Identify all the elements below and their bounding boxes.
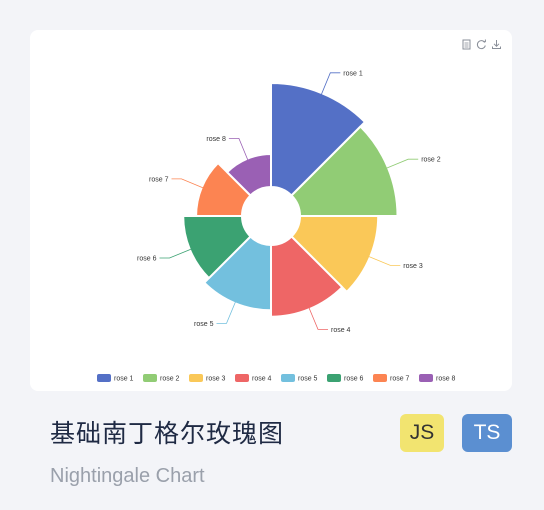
legend-item-3[interactable]: rose 3 [189, 374, 226, 383]
legend-label-7: rose 7 [390, 376, 410, 383]
legend-swatch-7 [373, 374, 387, 382]
nightingale-rose-chart: rose 1 rose 2 rose 3 rose 4 rose 5 rose 6 rose… [30, 30, 512, 391]
chart-card[interactable]: rose 1 rose 2 rose 3 rose 4 rose 5 rose 6 rose… [30, 30, 512, 391]
legend-label-8: rose 8 [436, 376, 456, 383]
slice-label-7: rose 7 [149, 176, 169, 183]
js-badge[interactable]: JS [400, 414, 444, 452]
legend-label-1: rose 1 [114, 376, 134, 383]
legend-swatch-3 [189, 374, 203, 382]
chart-title: 基础南丁格尔玫瑰图 [50, 414, 284, 450]
legend-label-6: rose 6 [344, 376, 364, 383]
legend-item-4[interactable]: rose 4 [235, 374, 272, 383]
ts-badge[interactable]: TS [462, 414, 512, 452]
legend-item-1[interactable]: rose 1 [97, 374, 134, 383]
legend-swatch-4 [235, 374, 249, 382]
legend-label-4: rose 4 [252, 376, 272, 383]
slice-label-6: rose 6 [137, 256, 157, 263]
label-line-6 [160, 248, 194, 258]
label-line-7 [172, 179, 206, 189]
legend-item-8[interactable]: rose 8 [419, 374, 456, 383]
legend-swatch-6 [327, 374, 341, 382]
legend-swatch-2 [143, 374, 157, 382]
legend-item-2[interactable]: rose 2 [143, 374, 180, 383]
slice-label-2: rose 2 [421, 157, 441, 164]
legend-label-2: rose 2 [160, 376, 180, 383]
legend-label-5: rose 5 [298, 376, 318, 383]
legend-swatch-8 [419, 374, 433, 382]
legend-label-3: rose 3 [206, 376, 226, 383]
chart-subtitle: Nightingale Chart [50, 465, 205, 488]
legend-swatch-1 [97, 374, 111, 382]
slice-label-4: rose 4 [331, 327, 351, 334]
label-line-3 [366, 256, 400, 266]
slice-label-8: rose 8 [206, 136, 226, 143]
slice-label-5: rose 5 [194, 321, 214, 328]
slice-label-1: rose 1 [343, 70, 363, 77]
slice-label-3: rose 3 [403, 263, 423, 270]
legend-item-5[interactable]: rose 5 [281, 374, 318, 383]
legend-item-7[interactable]: rose 7 [373, 374, 410, 383]
legend-swatch-5 [281, 374, 295, 382]
legend-item-6[interactable]: rose 6 [327, 374, 364, 383]
label-line-2 [384, 159, 418, 169]
